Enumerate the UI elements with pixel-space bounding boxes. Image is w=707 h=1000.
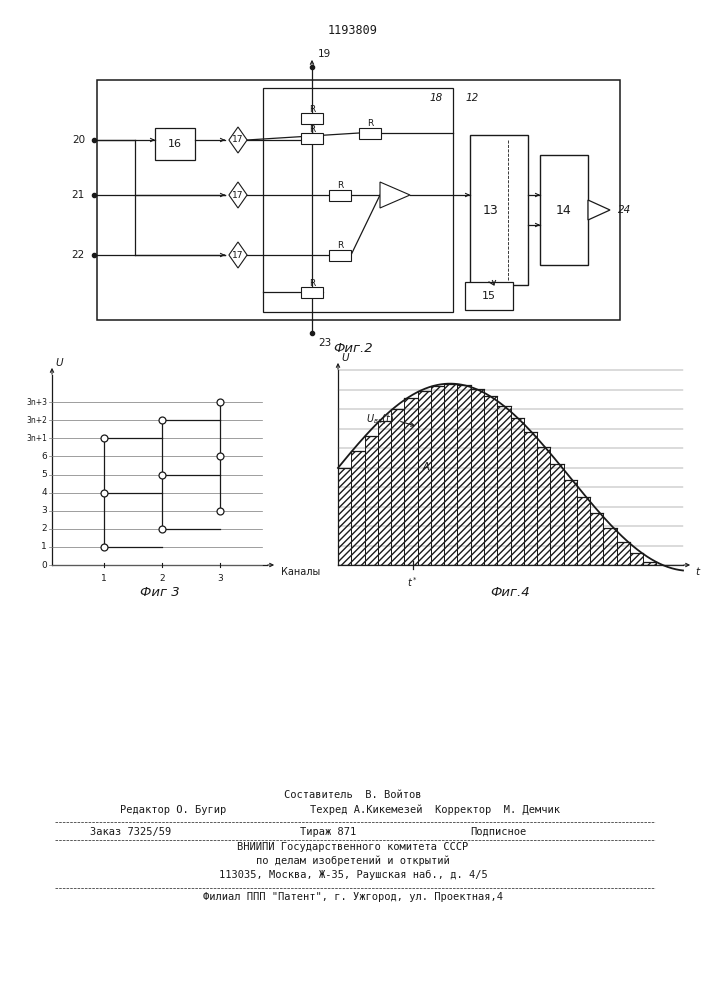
Bar	[497, 406, 510, 565]
Text: 3: 3	[41, 506, 47, 515]
Text: 18: 18	[430, 93, 443, 103]
Text: Каналы: Каналы	[281, 567, 320, 577]
Text: 3n+1: 3n+1	[26, 434, 47, 443]
Bar	[329, 190, 351, 200]
Bar	[643, 562, 657, 565]
Bar	[444, 384, 457, 565]
Bar	[378, 421, 391, 565]
Bar	[484, 396, 497, 565]
Bar	[359, 127, 381, 138]
Text: ВНИИПИ Государственного комитета СССР: ВНИИПИ Государственного комитета СССР	[238, 842, 469, 852]
Text: 5: 5	[41, 470, 47, 479]
Bar	[590, 513, 603, 565]
Text: 20: 20	[72, 135, 85, 145]
Text: $U_{вх}(t)$: $U_{вх}(t)$	[366, 412, 394, 426]
Bar	[471, 389, 484, 565]
Polygon shape	[588, 200, 610, 220]
Bar	[630, 553, 643, 565]
Bar	[263, 88, 453, 312]
Bar	[365, 436, 378, 565]
Text: t: t	[695, 567, 699, 577]
Text: 12: 12	[465, 93, 478, 103]
Text: Фиг.4: Фиг.4	[491, 586, 530, 599]
Text: 113035, Москва, Ж-35, Раушская наб., д. 4/5: 113035, Москва, Ж-35, Раушская наб., д. …	[218, 870, 487, 880]
Bar	[338, 468, 351, 565]
Text: R: R	[309, 278, 315, 288]
Text: 3n+2: 3n+2	[26, 416, 47, 425]
Text: 17: 17	[233, 190, 244, 200]
Text: 21: 21	[71, 190, 85, 200]
Text: 3n+3: 3n+3	[26, 398, 47, 407]
Text: 1193809: 1193809	[328, 23, 378, 36]
Bar	[617, 542, 630, 565]
Text: R: R	[337, 182, 343, 190]
Bar	[404, 398, 418, 565]
Polygon shape	[380, 182, 410, 208]
Bar	[301, 112, 323, 123]
Bar	[465, 282, 513, 310]
Text: 13: 13	[483, 204, 499, 217]
Text: 19: 19	[318, 49, 332, 59]
Text: Подписное: Подписное	[470, 827, 526, 837]
Text: Техред А.Кикемезей  Корректор  М. Демчик: Техред А.Кикемезей Корректор М. Демчик	[310, 805, 560, 815]
Text: Редактор О. Бугир: Редактор О. Бугир	[120, 805, 226, 815]
Polygon shape	[229, 242, 247, 268]
Text: 3: 3	[217, 574, 223, 583]
Text: A: A	[423, 462, 429, 473]
Polygon shape	[229, 182, 247, 208]
Bar	[540, 155, 588, 265]
Bar	[391, 409, 404, 565]
Text: 0: 0	[41, 560, 47, 570]
Text: 2: 2	[42, 524, 47, 533]
Bar	[563, 480, 577, 565]
Bar	[537, 447, 550, 565]
Bar	[510, 418, 524, 565]
Bar	[470, 135, 528, 285]
Text: R: R	[309, 124, 315, 133]
Bar	[155, 128, 195, 160]
Polygon shape	[229, 127, 247, 153]
Text: 1: 1	[41, 542, 47, 551]
Bar	[524, 432, 537, 565]
Text: Тираж 871: Тираж 871	[300, 827, 356, 837]
Text: U: U	[341, 353, 349, 363]
Text: 2: 2	[159, 574, 165, 583]
Bar	[418, 391, 431, 565]
Text: $t^*$: $t^*$	[407, 575, 419, 589]
Bar	[351, 451, 365, 565]
Text: 6: 6	[41, 452, 47, 461]
Text: 17: 17	[233, 135, 244, 144]
Bar	[550, 464, 563, 565]
Text: 17: 17	[233, 250, 244, 259]
Text: 24: 24	[618, 205, 631, 215]
Text: по делам изобретений и открытий: по делам изобретений и открытий	[256, 856, 450, 866]
Bar	[97, 80, 620, 320]
Text: 16: 16	[168, 139, 182, 149]
Text: R: R	[309, 104, 315, 113]
Bar	[301, 132, 323, 143]
Bar	[301, 286, 323, 298]
Text: Фиг.2: Фиг.2	[333, 342, 373, 355]
Text: 14: 14	[556, 204, 572, 217]
Bar	[603, 528, 617, 565]
Bar	[457, 385, 471, 565]
Text: 4: 4	[42, 488, 47, 497]
Text: U: U	[55, 358, 63, 368]
Bar	[329, 249, 351, 260]
Text: Филиал ППП "Патент", г. Ужгород, ул. Проектная,4: Филиал ППП "Патент", г. Ужгород, ул. Про…	[203, 892, 503, 902]
Text: 23: 23	[318, 338, 332, 348]
Text: R: R	[367, 119, 373, 128]
Text: 15: 15	[482, 291, 496, 301]
Bar	[431, 386, 444, 565]
Text: Фиг 3: Фиг 3	[140, 586, 180, 599]
Bar	[577, 497, 590, 565]
Text: Составитель  В. Войтов: Составитель В. Войтов	[284, 790, 422, 800]
Text: 1: 1	[101, 574, 107, 583]
Text: R: R	[337, 241, 343, 250]
Text: Заказ 7325/59: Заказ 7325/59	[90, 827, 171, 837]
Text: 22: 22	[71, 250, 85, 260]
